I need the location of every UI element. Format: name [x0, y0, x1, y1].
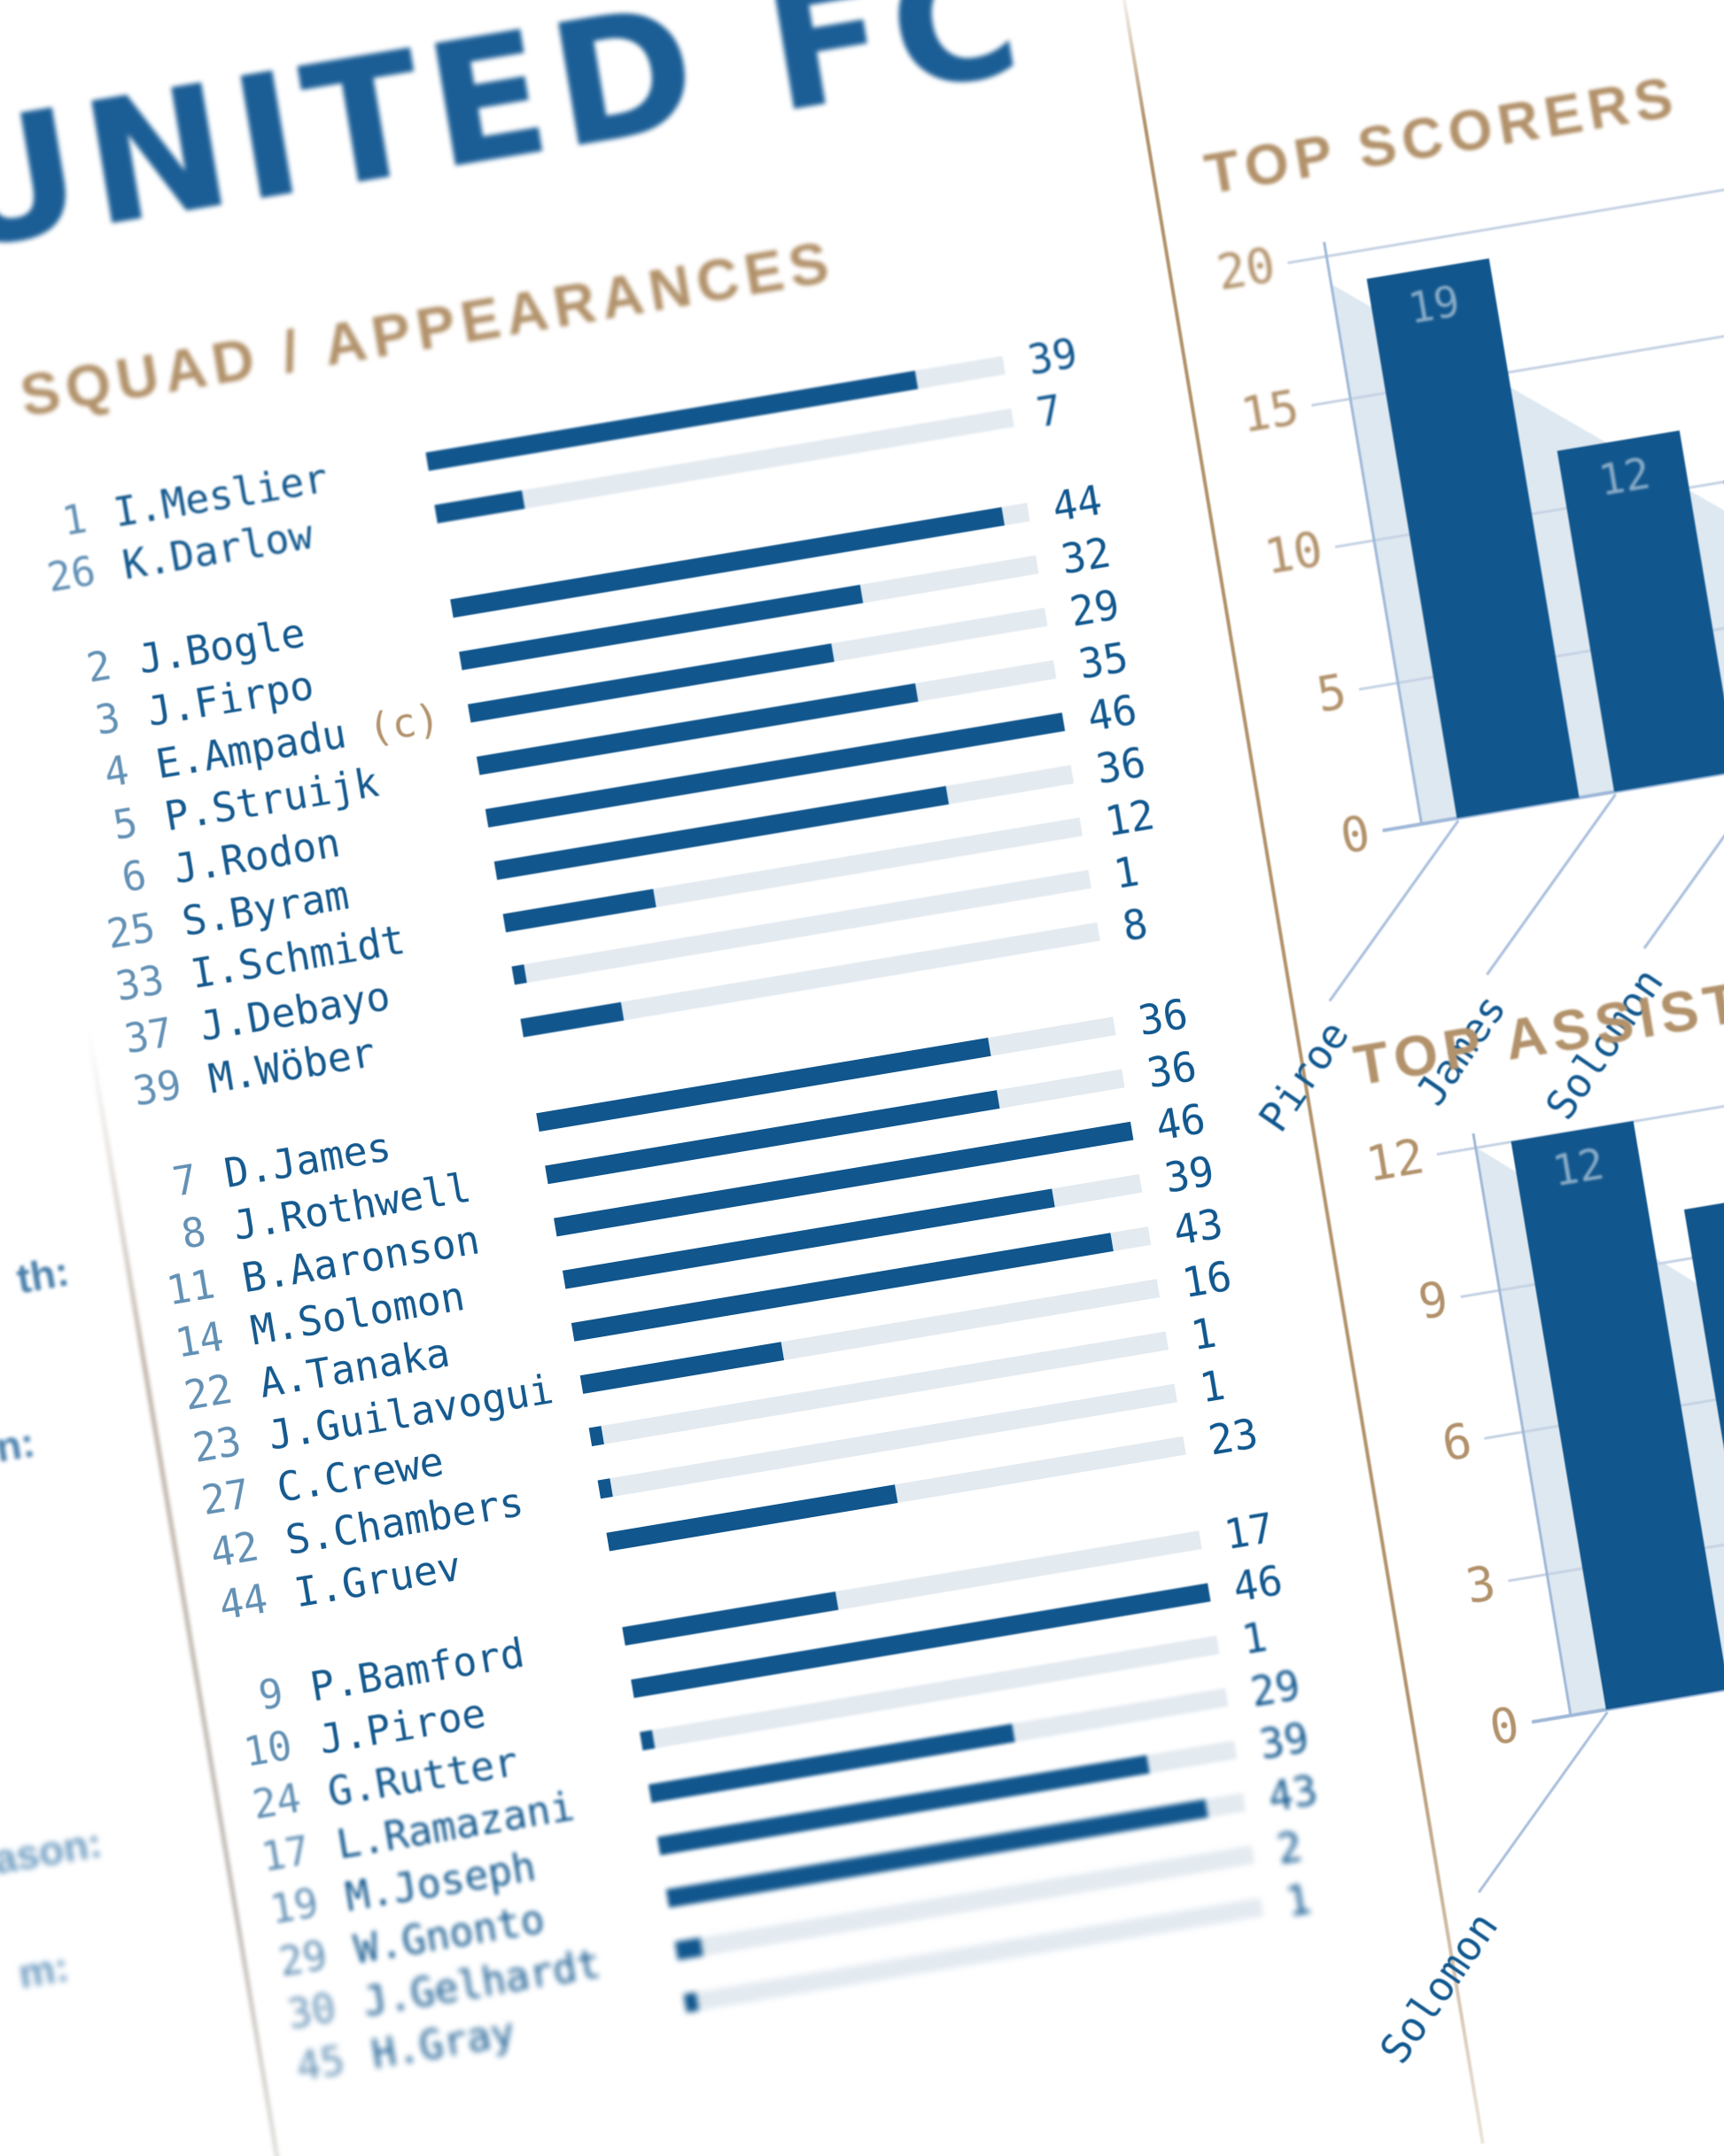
- appearances-value: 43: [1264, 1765, 1322, 1822]
- appearances-bar-fill: [511, 964, 528, 985]
- appearances-value: 1: [1187, 1308, 1220, 1360]
- appearances-bar-fill: [502, 889, 656, 933]
- bar-value: 10: [1721, 1207, 1724, 1265]
- appearances-bar-fill: [520, 1001, 625, 1038]
- appearances-value: 16: [1178, 1251, 1236, 1308]
- appearances-bar-fill: [674, 1937, 703, 1961]
- appearances-value: 46: [1152, 1094, 1209, 1150]
- appearances-value: 36: [1092, 737, 1150, 794]
- bar-value: 12: [1595, 448, 1654, 507]
- appearances-value: 43: [1169, 1199, 1227, 1255]
- top-assists-plot: 12 9 6 3 0 12 Solomon 10: [1363, 1045, 1724, 2072]
- appearances-value: 36: [1143, 1042, 1200, 1098]
- x-tick-leader: [1642, 767, 1724, 950]
- appearances-value: 29: [1066, 580, 1123, 636]
- appearances-value: 1: [1282, 1874, 1315, 1926]
- player-number: 26: [43, 547, 99, 602]
- appearances-value: 8: [1119, 899, 1152, 951]
- appearances-value: 39: [1255, 1713, 1313, 1769]
- appearances-value: 44: [1048, 475, 1106, 532]
- appearances-value: 23: [1205, 1409, 1262, 1465]
- appearances-value: 29: [1246, 1661, 1304, 1716]
- bar-value: 12: [1549, 1139, 1608, 1197]
- appearances-bar-fill: [683, 1992, 700, 2013]
- appearances-bar-fill: [640, 1730, 656, 1751]
- appearances-value: 1: [1238, 1612, 1271, 1664]
- appearances-value: 46: [1229, 1555, 1286, 1612]
- appearances-bar-fill: [588, 1426, 605, 1447]
- top-scorers-chart: TOP SCORERS 2015105019Piroe12James10Solo…: [1183, 27, 1724, 1238]
- appearances-value: 7: [1033, 385, 1066, 437]
- appearances-value: 1: [1110, 846, 1143, 899]
- appearances-value: 2: [1273, 1822, 1306, 1874]
- appearances-value: 1: [1196, 1360, 1229, 1413]
- captain-marker: (c): [364, 694, 444, 753]
- appearances-value: 32: [1057, 528, 1114, 584]
- appearances-bar-fill: [434, 490, 525, 524]
- appearances-value: 12: [1101, 790, 1158, 846]
- player-number: 39: [129, 1061, 185, 1116]
- top-scorers-plot: 2015105019Piroe12James10Solomon: [1213, 153, 1724, 1140]
- player-number: 44: [215, 1575, 271, 1630]
- x-tick-leader: [1486, 793, 1617, 976]
- appearances-value: 36: [1134, 989, 1192, 1046]
- top-assists-chart: TOP ASSISTS 12 9 6 3 0 12 Solomon 10: [1332, 918, 1724, 2129]
- player-number: 45: [292, 2036, 348, 2091]
- appearances-value: 17: [1221, 1503, 1277, 1560]
- appearances-value: 39: [1024, 329, 1081, 385]
- appearances-bar-fill: [597, 1478, 614, 1499]
- bar-value: 19: [1404, 276, 1464, 334]
- appearances-value: 46: [1083, 685, 1141, 742]
- appearances-value: 35: [1075, 633, 1132, 689]
